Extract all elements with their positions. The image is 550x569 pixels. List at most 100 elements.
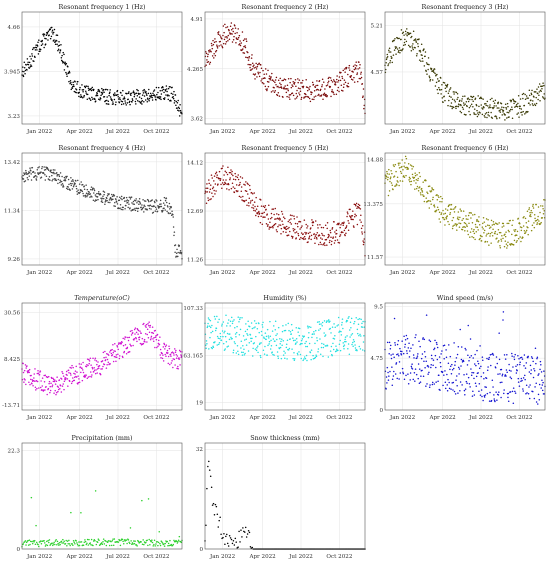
data-point bbox=[87, 376, 90, 378]
data-point bbox=[108, 193, 110, 195]
data-point bbox=[214, 341, 216, 343]
data-point bbox=[430, 203, 432, 205]
data-point bbox=[491, 352, 494, 355]
data-point bbox=[389, 344, 392, 347]
data-point bbox=[507, 392, 510, 395]
data-point bbox=[289, 331, 292, 333]
data-point bbox=[24, 180, 27, 182]
data-point bbox=[164, 345, 167, 348]
data-point bbox=[331, 89, 333, 91]
data-point bbox=[535, 102, 538, 105]
data-point bbox=[409, 379, 411, 381]
data-point bbox=[253, 327, 255, 329]
data-point bbox=[24, 379, 26, 381]
data-point bbox=[494, 367, 497, 369]
data-point bbox=[310, 358, 312, 361]
data-point bbox=[293, 83, 296, 85]
data-point bbox=[50, 169, 52, 171]
data-point bbox=[58, 544, 60, 546]
data-point bbox=[480, 240, 483, 242]
data-point bbox=[436, 73, 438, 76]
data-point bbox=[284, 85, 286, 87]
data-point bbox=[334, 82, 336, 84]
data-point bbox=[399, 49, 402, 52]
data-point bbox=[136, 207, 139, 210]
data-point bbox=[322, 98, 324, 100]
data-point bbox=[170, 206, 173, 208]
data-point bbox=[342, 224, 344, 226]
data-point bbox=[493, 394, 495, 396]
data-point bbox=[261, 212, 264, 215]
data-point bbox=[340, 324, 343, 326]
data-point bbox=[208, 348, 210, 350]
data-point bbox=[169, 86, 171, 88]
data-point bbox=[486, 369, 489, 372]
data-point bbox=[337, 222, 339, 225]
data-point bbox=[434, 339, 436, 342]
data-point bbox=[238, 195, 241, 198]
plot-frame bbox=[384, 11, 546, 125]
data-point bbox=[259, 342, 261, 345]
data-point bbox=[353, 320, 356, 323]
data-point bbox=[282, 354, 285, 356]
data-point bbox=[507, 222, 510, 225]
data-point bbox=[346, 85, 349, 88]
data-point bbox=[486, 100, 489, 103]
data-point bbox=[326, 222, 329, 224]
x-tick-label: Jan 2022 bbox=[209, 554, 236, 560]
data-point bbox=[222, 25, 225, 27]
data-point bbox=[286, 84, 289, 87]
data-point bbox=[293, 81, 296, 84]
data-point bbox=[161, 87, 163, 89]
data-point bbox=[148, 97, 151, 100]
data-point bbox=[504, 235, 507, 238]
data-point bbox=[261, 78, 263, 80]
data-point bbox=[232, 186, 235, 188]
data-point bbox=[347, 85, 350, 88]
x-tick-label: Apr 2022 bbox=[248, 415, 276, 421]
data-point bbox=[28, 171, 31, 174]
data-point bbox=[524, 232, 526, 234]
data-point bbox=[404, 346, 406, 348]
data-point bbox=[467, 324, 469, 327]
data-point bbox=[85, 92, 87, 94]
data-point bbox=[402, 352, 405, 355]
data-point bbox=[115, 360, 117, 362]
data-point bbox=[389, 180, 391, 183]
data-point bbox=[432, 69, 435, 71]
data-point bbox=[152, 338, 154, 340]
data-point bbox=[216, 344, 218, 346]
data-point bbox=[287, 349, 290, 351]
data-point bbox=[430, 363, 432, 366]
data-point bbox=[425, 314, 428, 316]
data-point bbox=[344, 336, 347, 338]
data-point bbox=[477, 229, 479, 231]
data-point bbox=[543, 93, 545, 95]
data-point bbox=[351, 343, 353, 346]
data-point bbox=[224, 335, 227, 338]
data-point bbox=[492, 100, 495, 102]
data-point bbox=[96, 372, 98, 374]
data-point bbox=[104, 350, 106, 353]
data-point bbox=[226, 26, 229, 28]
data-point bbox=[473, 108, 476, 110]
data-point bbox=[305, 354, 308, 357]
data-point bbox=[99, 97, 102, 100]
data-point bbox=[451, 219, 453, 222]
data-point bbox=[358, 345, 361, 348]
data-point bbox=[123, 338, 126, 340]
data-point bbox=[259, 354, 262, 357]
x-tick-label: Jan 2022 bbox=[26, 129, 53, 135]
data-point bbox=[452, 106, 455, 109]
data-point bbox=[333, 221, 335, 223]
data-point bbox=[260, 215, 262, 218]
data-point bbox=[55, 391, 58, 394]
data-point bbox=[47, 387, 50, 390]
data-point bbox=[271, 79, 274, 81]
data-point bbox=[401, 159, 403, 161]
data-point bbox=[314, 95, 317, 97]
data-point bbox=[111, 348, 113, 351]
data-point bbox=[42, 33, 45, 35]
x-tick-label: Apr 2022 bbox=[65, 415, 93, 421]
data-point bbox=[343, 348, 345, 350]
